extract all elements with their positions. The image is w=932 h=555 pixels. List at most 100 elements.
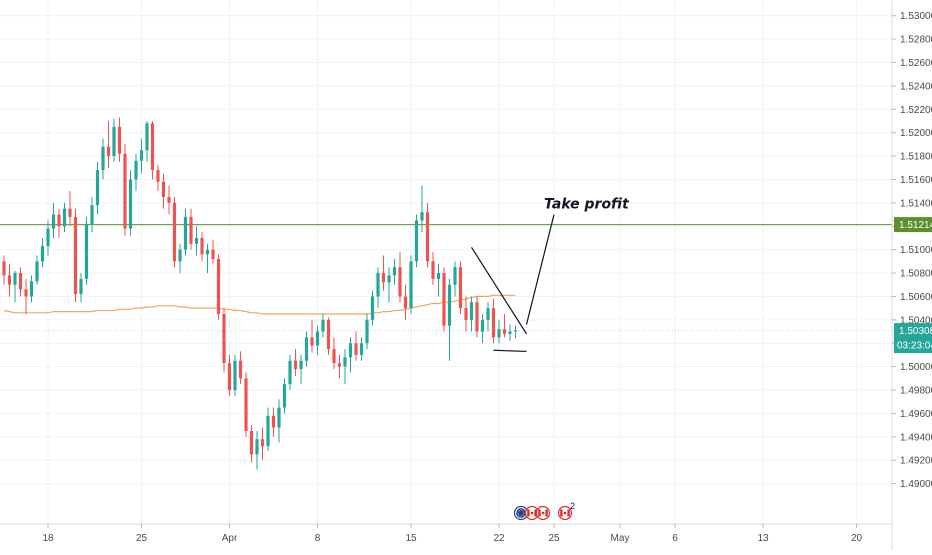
- candle-body: [508, 331, 512, 334]
- candle-body: [211, 249, 215, 260]
- take-profit-annotation[interactable]: Take profit: [544, 197, 630, 213]
- candle-body: [464, 308, 468, 320]
- time-axis[interactable]: 18 25 Apr 8 15 22 25 May 6 13 20: [0, 523, 892, 544]
- trendline-drawing[interactable]: [470, 246, 528, 335]
- price-tick-label: 1.52600: [900, 58, 932, 69]
- ca-flag-icon[interactable]: [557, 505, 573, 521]
- candle-body: [431, 261, 435, 279]
- candle-body: [238, 360, 243, 379]
- candle-body: [145, 123, 149, 151]
- time-tick-label: 6: [672, 533, 678, 544]
- level-price-badge[interactable]: 1.51214: [894, 217, 932, 233]
- price-tick-label: 1.49200: [900, 456, 932, 467]
- eu-star: [517, 512, 519, 514]
- candle-body: [68, 208, 72, 217]
- event-markers[interactable]: 2: [513, 501, 576, 521]
- candle-body: [376, 273, 380, 297]
- eu-star: [520, 509, 522, 511]
- candle-body: [95, 170, 100, 206]
- candle-body: [475, 302, 479, 332]
- candle-body: [365, 319, 369, 344]
- candle-body: [348, 343, 353, 358]
- level-badge-bg: [894, 217, 932, 233]
- candle-body: [150, 123, 155, 171]
- time-tick-label: 13: [757, 533, 769, 544]
- candle-body: [447, 284, 452, 326]
- candle-body: [282, 384, 287, 408]
- annotations[interactable]: Take profit: [470, 197, 631, 353]
- time-tick-label: 15: [405, 533, 417, 544]
- candle-body: [480, 319, 485, 332]
- candle-body: [343, 357, 347, 367]
- candle-body: [442, 273, 446, 326]
- candle-body: [414, 220, 419, 262]
- price-tick-label: 1.49400: [900, 432, 932, 443]
- candle-body: [200, 237, 204, 255]
- ca-flag-icon[interactable]: [524, 505, 540, 521]
- candle-body: [299, 360, 303, 369]
- time-tick-label: 25: [136, 533, 148, 544]
- trendline-drawing[interactable]: [493, 349, 527, 353]
- ca-flag-band-right: [534, 509, 537, 517]
- candle-body: [35, 261, 39, 282]
- candle-body: [172, 202, 177, 262]
- candle-body: [293, 360, 298, 369]
- eu-star: [523, 512, 525, 514]
- price-tick-label: 1.53000: [900, 11, 932, 22]
- time-tick-label: 25: [548, 533, 560, 544]
- moving-average-line: [3, 294, 516, 315]
- candle-body: [491, 308, 496, 338]
- candle-body: [277, 407, 281, 428]
- maple-leaf-icon: [563, 511, 567, 515]
- candle-body: [112, 126, 116, 157]
- candle-body: [486, 308, 490, 320]
- candle-body: [29, 281, 34, 297]
- candle-body: [167, 197, 171, 203]
- maple-leaf-icon: [541, 511, 545, 515]
- candle-body: [420, 212, 424, 221]
- eu-flag-icon[interactable]: [513, 505, 529, 521]
- candle-body: [24, 289, 28, 297]
- candle-body: [18, 273, 23, 290]
- candle-body: [359, 343, 364, 355]
- candle-body: [387, 275, 391, 283]
- time-tick-label: May: [611, 533, 630, 544]
- candle-body: [134, 160, 138, 180]
- candle-body: [513, 330, 518, 332]
- candle-body: [255, 439, 259, 455]
- candle-body: [57, 214, 61, 227]
- price-tick-label: 1.52800: [900, 35, 932, 46]
- time-tick-label: Apr: [222, 533, 238, 544]
- price-axis[interactable]: 1.53000 1.52800 1.52600 1.52400 1.52200 1.520…: [891, 0, 932, 550]
- candle-body: [123, 153, 127, 229]
- ca-flag-band-left: [560, 509, 563, 517]
- candle-body: [436, 273, 441, 279]
- candle-body: [310, 337, 314, 346]
- current-price-badge-bg: [894, 323, 932, 354]
- candle-body: [469, 302, 474, 320]
- price-tick-label: 1.51800: [900, 152, 932, 163]
- candle-body: [502, 329, 507, 334]
- price-tick-label: 1.50000: [900, 362, 932, 373]
- candle-body: [392, 267, 397, 276]
- candle-body: [62, 208, 67, 227]
- price-tick-label: 1.49000: [900, 479, 932, 490]
- candle-body: [216, 259, 221, 314]
- current-price-badge[interactable]: 1.50308 03:23:04: [894, 323, 932, 354]
- time-tick-label: 20: [851, 533, 863, 544]
- candle-body: [497, 329, 501, 338]
- candle-body: [453, 267, 457, 285]
- candle-body: [260, 439, 265, 447]
- candle-body: [381, 273, 386, 283]
- eu-star: [522, 514, 524, 516]
- candle-body: [271, 415, 276, 428]
- ca-flag-band-left: [527, 509, 530, 517]
- ca-flag-icon[interactable]: [535, 505, 551, 521]
- trendline-drawing[interactable]: [525, 214, 555, 325]
- price-tick-label: 1.52200: [900, 105, 932, 116]
- event-count-label: 2: [570, 501, 575, 511]
- candle-body: [46, 228, 50, 247]
- candle-body: [354, 343, 358, 355]
